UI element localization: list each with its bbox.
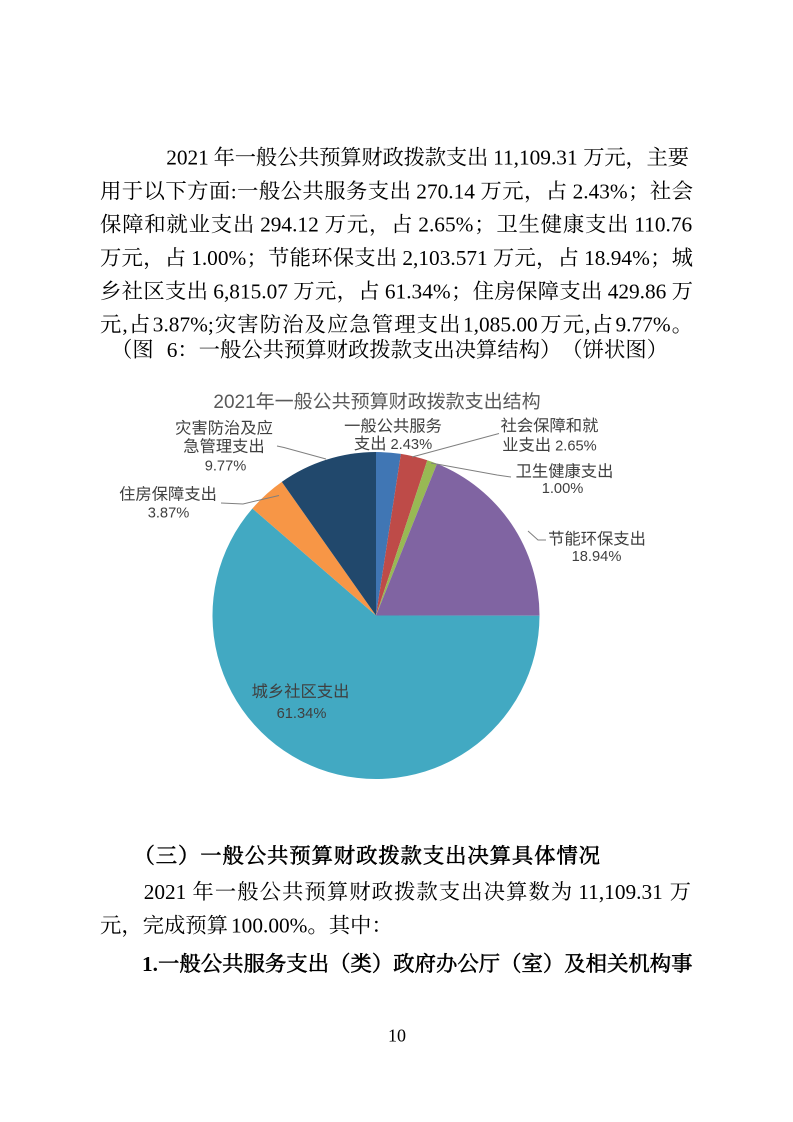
svg-text:270.14: 270.14: [416, 179, 475, 203]
svg-text:3.87%;: 3.87%;: [153, 313, 214, 337]
svg-text:2.65%: 2.65%: [418, 213, 473, 237]
svg-text:11,109.31: 11,109.31: [578, 880, 663, 904]
svg-text:1.00%: 1.00%: [191, 246, 246, 270]
svg-text:2021: 2021: [213, 392, 255, 413]
svg-text:294.12: 294.12: [260, 213, 319, 237]
svg-text:2,103.571: 2,103.571: [402, 246, 487, 270]
svg-text:,: ,: [585, 313, 590, 337]
svg-text:9.77%: 9.77%: [205, 459, 247, 475]
svg-text:18.94%: 18.94%: [584, 246, 650, 270]
svg-text:100.00%: 100.00%: [231, 914, 308, 938]
svg-text:61.34%: 61.34%: [385, 279, 451, 303]
svg-text:110.76: 110.76: [634, 213, 692, 237]
svg-text:2.65%: 2.65%: [555, 439, 597, 455]
svg-text:2.43%: 2.43%: [391, 437, 433, 453]
svg-text:2.43%: 2.43%: [573, 179, 628, 203]
svg-text:11,109.31: 11,109.31: [493, 146, 578, 170]
svg-text:10: 10: [388, 1026, 406, 1046]
svg-text::: :: [231, 179, 237, 203]
svg-text:3.87%: 3.87%: [148, 506, 190, 522]
svg-text:429.86: 429.86: [608, 279, 667, 303]
svg-text:,: ,: [122, 313, 127, 337]
svg-text:1.00%: 1.00%: [542, 481, 584, 497]
svg-text:61.34%: 61.34%: [277, 706, 327, 722]
svg-text:2021: 2021: [166, 146, 209, 170]
svg-text:1,085.00: 1,085.00: [463, 313, 538, 337]
svg-text:6,815.07: 6,815.07: [213, 279, 288, 303]
svg-text:2021: 2021: [144, 880, 187, 904]
svg-text:18.94%: 18.94%: [572, 549, 622, 565]
svg-text:9.77%: 9.77%: [616, 313, 671, 337]
svg-text:6: 6: [167, 338, 178, 362]
svg-text:1.: 1.: [142, 952, 158, 976]
